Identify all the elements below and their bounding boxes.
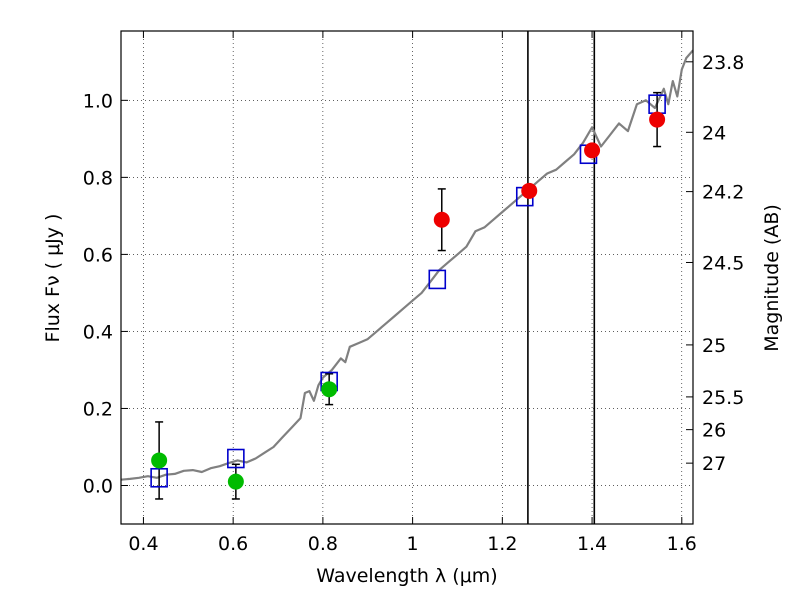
model-photometry-square (428, 269, 447, 290)
right-tick-label: 24 (702, 122, 726, 144)
x-axis-label: Wavelength λ (μm) (316, 565, 497, 587)
observed-green-point (151, 452, 168, 469)
model-photometry-square (150, 467, 168, 488)
y-tick-label: 0.4 (83, 321, 113, 343)
right-tick-label: 27 (702, 453, 726, 475)
x-tick-label: 0.8 (308, 533, 338, 555)
x-tick-label: 0.4 (128, 533, 158, 555)
observed-green-point (321, 381, 338, 398)
y-axis-label: Flux Fν ( μJy ) (42, 214, 64, 343)
right-tick-label: 23.8 (702, 52, 744, 74)
y-tick-label: 0.8 (83, 167, 113, 189)
right-tick-label: 24.2 (702, 182, 744, 204)
plot-area (121, 31, 693, 524)
right-axis-label: Magnitude (AB) (761, 204, 783, 352)
x-tick-label: 0.6 (218, 533, 248, 555)
axis-ticks: 0.4 0.6 0.8 1 1.2 1.4 1.6 0.0 0.2 0.4 0.6 0.8 1.0 23.… (83, 31, 744, 555)
right-tick-label: 24.5 (702, 252, 744, 274)
x-tick-label: 1.6 (667, 533, 697, 555)
observed-green-point (227, 473, 244, 490)
y-tick-label: 0.2 (83, 398, 113, 420)
x-tick-label: 1.2 (487, 533, 517, 555)
right-tick-label: 25.5 (702, 387, 744, 409)
right-tick-label: 26 (702, 420, 726, 442)
grid-lines (121, 31, 693, 524)
observed-points (151, 111, 666, 490)
model-photometry-square (227, 448, 245, 469)
right-tick-label: 25 (702, 335, 726, 357)
y-tick-label: 1.0 (83, 90, 113, 112)
vertical-lines (527, 31, 596, 524)
x-tick-label: 1 (407, 533, 419, 555)
observed-red-point (521, 182, 538, 199)
plot-frame (120, 30, 694, 525)
x-tick-label: 1.4 (577, 533, 607, 555)
y-tick-label: 0.6 (83, 244, 113, 266)
observed-red-point (433, 211, 450, 228)
observed-red-point (584, 142, 601, 159)
observed-red-point (649, 111, 666, 128)
model-spectrum (120, 49, 694, 481)
model-spectrum-line (120, 49, 694, 481)
y-tick-label: 0.0 (83, 475, 113, 497)
